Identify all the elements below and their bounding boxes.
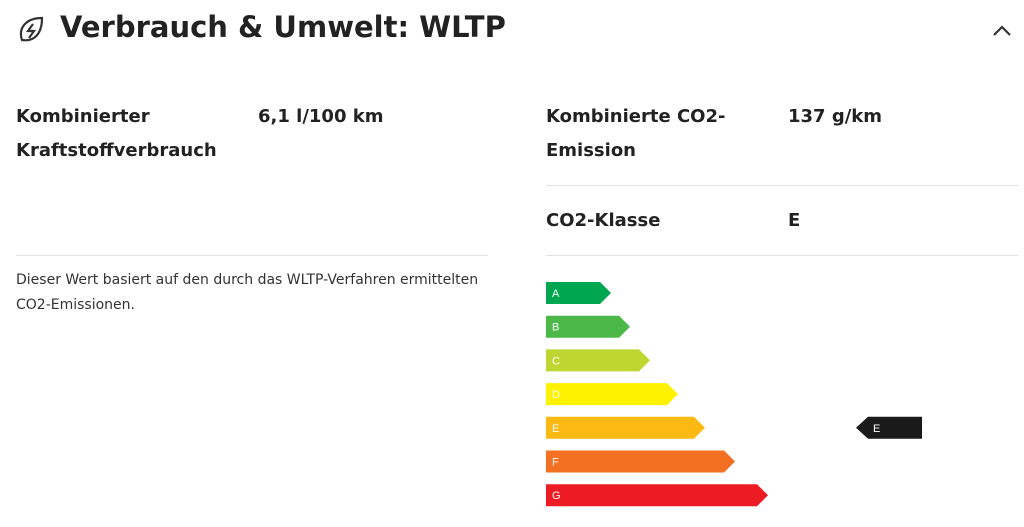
- energy-class-arrow: [546, 315, 630, 338]
- energy-class-letter: D: [552, 389, 560, 401]
- divider: [16, 255, 488, 256]
- energy-class-letter: G: [552, 490, 561, 502]
- field-label: Kombinierter Kraftstoffverbrauch: [16, 106, 217, 161]
- note-text: Dieser Wert basiert auf den durch das WL…: [16, 272, 479, 313]
- energy-class-letter: C: [552, 355, 560, 367]
- energy-class-arrow: [546, 282, 611, 304]
- divider: [546, 185, 1018, 186]
- field-value: 137 g/km: [788, 106, 883, 127]
- energy-class-arrow: [546, 416, 705, 439]
- energy-class-letter: A: [552, 288, 560, 300]
- energy-class-letter: E: [552, 423, 559, 435]
- energy-class-arrow: [546, 383, 678, 406]
- energy-class-letter: F: [552, 457, 559, 469]
- energy-class-letter: B: [552, 322, 559, 334]
- field-value: 6,1 l/100 km: [258, 106, 384, 127]
- leaf-icon: [19, 16, 44, 42]
- current-class-indicator: [856, 416, 922, 439]
- divider: [546, 255, 1018, 256]
- field-label: Kombinierte CO2-Emission: [546, 106, 726, 161]
- field-value: E: [788, 210, 801, 231]
- field-label: CO2-Klasse: [546, 210, 661, 231]
- energy-class-arrow: [546, 349, 650, 372]
- energy-class-arrow: [546, 450, 735, 473]
- collapse-chevron[interactable]: [993, 25, 1011, 36]
- energy-class-arrow: [546, 484, 768, 507]
- section-title: Verbrauch & Umwelt: WLTP: [60, 10, 506, 44]
- current-class-letter: E: [873, 423, 880, 435]
